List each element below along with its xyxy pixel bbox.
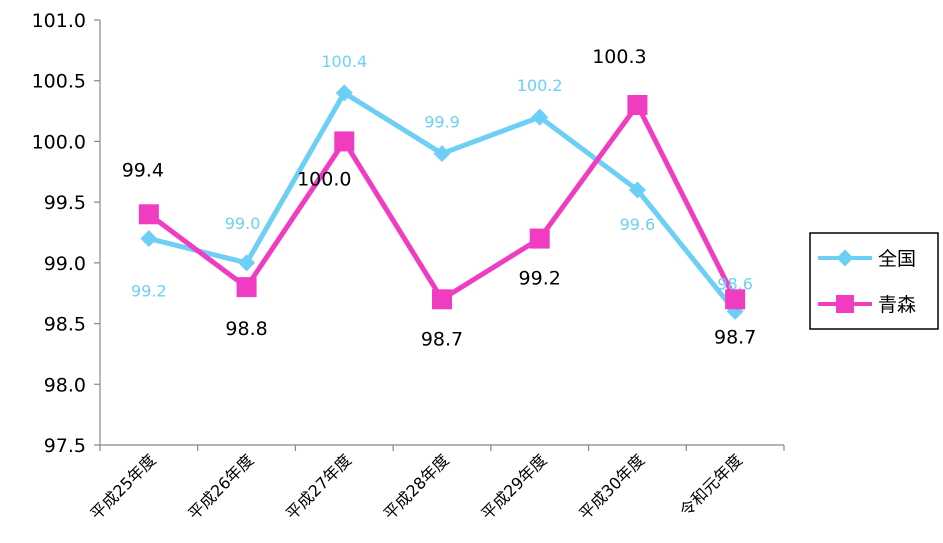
x-tick-label: 令和元年度 [676, 450, 746, 520]
data-label-zenkoku: 100.2 [517, 76, 563, 95]
data-point-aomori [432, 289, 452, 310]
x-tick-label: 平成30年度 [575, 450, 648, 523]
x-tick-label: 平成25年度 [87, 450, 160, 523]
legend-label-aomori: 青森 [878, 294, 916, 316]
data-label-zenkoku: 99.2 [131, 282, 167, 301]
y-axis-ticks: 97.5 98.0 98.5 99.0 99.5 100.0 100.5 101.0 [32, 10, 100, 457]
data-point-aomori [529, 228, 550, 249]
y-tick-label: 99.5 [44, 192, 86, 214]
data-label-aomori: 99.2 [519, 268, 561, 290]
data-point-zenkoku [140, 230, 158, 248]
x-tick-label: 平成29年度 [477, 450, 550, 523]
y-tick-label: 98.5 [44, 314, 86, 336]
axes [99, 20, 784, 446]
y-tick-label: 101.0 [32, 10, 86, 32]
x-tick-label: 平成26年度 [184, 450, 257, 523]
legend-label-zenkoku: 全国 [878, 248, 916, 270]
data-point-aomori [627, 95, 648, 115]
data-point-zenkoku [433, 145, 451, 163]
x-tick-label: 平成28年度 [380, 450, 453, 523]
y-tick-label: 100.5 [32, 71, 86, 93]
data-label-zenkoku: 99.6 [620, 215, 656, 234]
data-label-aomori: 99.4 [122, 159, 164, 181]
legend-marker-zenkoku [836, 249, 854, 267]
data-labels: 99.2 99.0 100.4 99.9 100.2 99.6 98.6 99.4 98.8 10… [122, 46, 757, 350]
data-label-zenkoku: 99.9 [424, 113, 460, 132]
data-point-zenkoku [628, 181, 646, 199]
y-tick-label: 100.0 [32, 131, 86, 153]
data-point-aomori [334, 131, 355, 152]
x-tick-label: 平成27年度 [282, 450, 355, 523]
data-point-zenkoku [335, 84, 353, 102]
data-point-aomori [138, 204, 159, 225]
legend: 全国 青森 [809, 232, 939, 330]
data-label-zenkoku: 100.4 [321, 52, 367, 71]
data-label-aomori: 98.8 [225, 318, 267, 340]
y-tick-label: 98.0 [44, 374, 86, 396]
data-point-zenkoku [238, 254, 256, 272]
y-tick-label: 99.0 [44, 253, 86, 275]
data-point-aomori [236, 277, 257, 298]
data-label-aomori: 98.7 [421, 328, 463, 350]
data-label-zenkoku: 98.6 [717, 274, 753, 293]
x-axis-ticks: 平成25年度 平成26年度 平成27年度 平成28年度 平成29年度 平成30年度 令和元年… [87, 445, 785, 523]
legend-box [809, 232, 939, 330]
data-point-aomori [725, 289, 746, 310]
y-tick-label: 97.5 [44, 435, 86, 457]
series-markers [138, 84, 746, 320]
data-label-aomori: 100.3 [592, 46, 646, 68]
data-label-aomori: 100.0 [297, 168, 351, 190]
legend-marker-aomori [836, 295, 854, 313]
data-point-zenkoku [531, 108, 549, 126]
data-label-aomori: 98.7 [714, 326, 756, 348]
data-label-zenkoku: 99.0 [225, 214, 261, 233]
